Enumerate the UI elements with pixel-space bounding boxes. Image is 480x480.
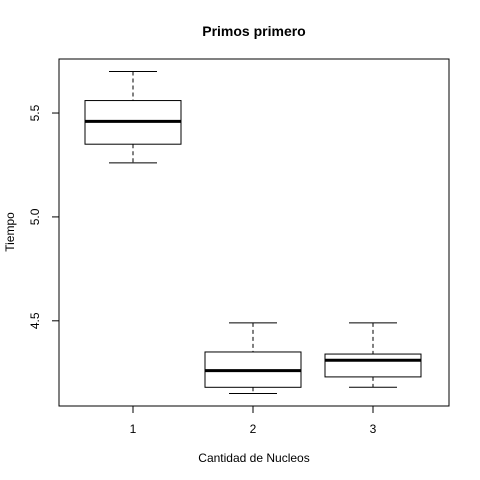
y-tick-label: 5.5 <box>28 104 42 121</box>
y-axis-label: Tiempo <box>3 212 17 252</box>
y-tick-label: 5.0 <box>28 208 42 225</box>
x-tick-label: 3 <box>370 422 377 436</box>
iqr-box <box>324 353 422 378</box>
chart-title: Primos primero <box>202 23 305 39</box>
x-axis-label: Cantidad de Nucleos <box>198 451 309 465</box>
y-tick-label: 4.5 <box>28 312 42 329</box>
x-tick-label: 2 <box>250 422 257 436</box>
plot-frame <box>58 58 450 407</box>
x-tick-label: 1 <box>130 422 137 436</box>
